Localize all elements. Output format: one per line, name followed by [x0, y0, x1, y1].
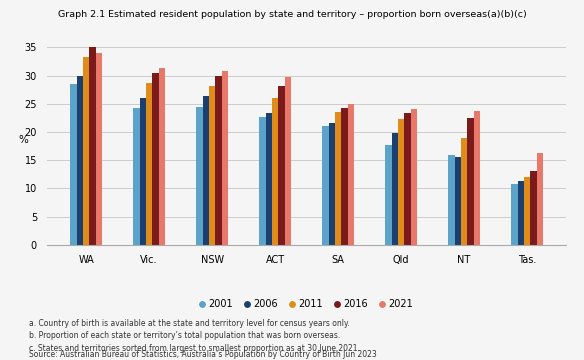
Bar	[385, 145, 392, 245]
Bar	[77, 76, 83, 245]
Text: Graph 2.1 Estimated resident population by state and territory – proportion born: Graph 2.1 Estimated resident population …	[58, 10, 526, 19]
Bar	[284, 77, 291, 245]
Bar	[392, 133, 398, 245]
Text: Source: Australian Bureau of Statistics, Australia’s Population by Country of Bi: Source: Australian Bureau of Statistics,…	[29, 350, 377, 359]
Bar	[83, 57, 89, 245]
Bar	[329, 123, 335, 245]
Bar	[398, 119, 404, 245]
Y-axis label: %: %	[18, 135, 28, 145]
Bar	[530, 171, 537, 245]
Bar	[209, 86, 215, 245]
Bar	[272, 98, 278, 245]
Bar	[152, 73, 158, 245]
Bar	[266, 113, 272, 245]
Bar	[404, 113, 411, 245]
Bar	[89, 47, 96, 245]
Bar	[474, 111, 480, 245]
Bar	[221, 71, 228, 245]
Bar	[461, 138, 467, 245]
Bar	[537, 153, 543, 245]
Bar	[517, 181, 524, 245]
Bar	[411, 109, 417, 245]
Bar	[524, 176, 530, 245]
Bar	[512, 184, 517, 245]
Bar	[215, 76, 221, 245]
Bar	[259, 117, 266, 245]
Bar	[196, 107, 203, 245]
Bar	[347, 104, 354, 245]
Bar	[203, 96, 209, 245]
Bar	[449, 154, 455, 245]
Bar	[133, 108, 140, 245]
Bar	[322, 126, 329, 245]
Bar	[70, 84, 77, 245]
Bar	[140, 98, 146, 245]
Bar	[335, 112, 341, 245]
Bar	[278, 86, 284, 245]
Bar	[341, 108, 347, 245]
Text: a. Country of birth is available at the state and territory level for census yea: a. Country of birth is available at the …	[29, 319, 360, 352]
Bar	[455, 157, 461, 245]
Bar	[467, 118, 474, 245]
Legend: 2001, 2006, 2011, 2016, 2021: 2001, 2006, 2011, 2016, 2021	[196, 296, 418, 313]
Bar	[96, 53, 102, 245]
Bar	[158, 68, 165, 245]
Bar	[146, 84, 152, 245]
